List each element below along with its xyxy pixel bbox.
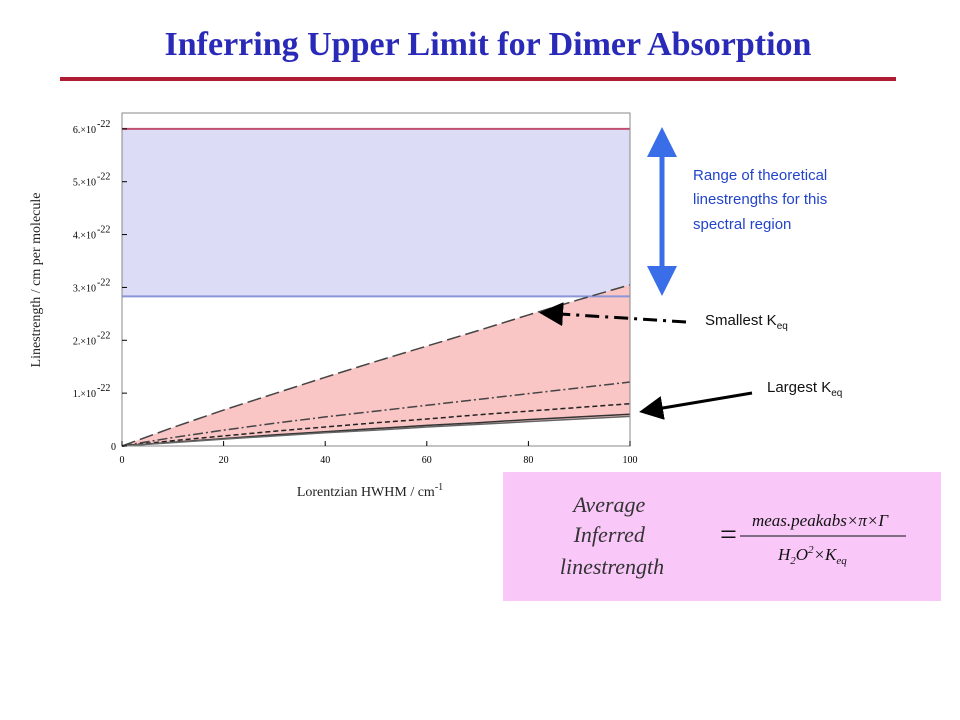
smallest-arrow bbox=[539, 302, 687, 327]
y-tick-label: 4.×10 bbox=[73, 231, 96, 242]
y-tick-label: 0 bbox=[111, 442, 116, 453]
formula-part: 2 bbox=[790, 555, 796, 567]
smallest-label: Smallest Keq bbox=[705, 312, 788, 332]
y-tick-exponent: -22 bbox=[97, 119, 110, 130]
formula-numerator: meas.peakabs×π×Γ bbox=[752, 511, 889, 530]
formula-lhs: Average Inferred linestrength bbox=[560, 492, 664, 579]
y-tick-label: 3.×10 bbox=[73, 283, 96, 294]
x-tick-label: 60 bbox=[422, 455, 432, 466]
x-axis-label: Lorentzian HWHM / cm-1 bbox=[297, 482, 443, 500]
range-note: Range of theoretical linestrengths for t… bbox=[693, 167, 831, 233]
x-tick-label: 0 bbox=[120, 455, 125, 466]
y-tick-exponent: -22 bbox=[97, 383, 110, 394]
plot-frame bbox=[121, 112, 631, 447]
formula-equals: = bbox=[720, 518, 737, 551]
y-tick-exponent: -22 bbox=[97, 172, 110, 183]
plot: 0 20 40 60 80 10001.×10-222.×10-223.×10-224.×… bbox=[29, 112, 638, 500]
formula-part: eq bbox=[836, 555, 847, 567]
formula-part: 2 bbox=[808, 544, 814, 556]
x-axis-label-sup: -1 bbox=[435, 482, 443, 493]
y-tick-exponent: -22 bbox=[97, 225, 110, 236]
x-tick-label: 80 bbox=[523, 455, 533, 466]
theory-band bbox=[122, 128, 630, 297]
y-tick-label: 6.×10 bbox=[73, 125, 96, 136]
series-line bbox=[121, 402, 631, 447]
formula-part: ×K bbox=[814, 545, 838, 564]
y-tick-label: 5.×10 bbox=[73, 178, 96, 189]
x-axis-label-text: Lorentzian HWHM / cm bbox=[297, 485, 435, 500]
series-line bbox=[121, 381, 631, 447]
formula-part: O bbox=[796, 545, 808, 564]
y-tick-label: 1.×10 bbox=[73, 389, 96, 400]
largest-arrow bbox=[639, 391, 753, 420]
series-line bbox=[121, 415, 631, 447]
x-tick-label: 20 bbox=[219, 455, 229, 466]
y-axis-label: Linestrength / cm per molecule bbox=[29, 193, 44, 368]
largest-label: Largest Keq bbox=[767, 379, 842, 399]
slide-title: Inferring Upper Limit for Dimer Absorpti… bbox=[165, 26, 812, 63]
y-tick-exponent: -22 bbox=[97, 277, 110, 288]
formula-part: H bbox=[777, 545, 792, 564]
series-band bbox=[122, 284, 630, 446]
y-tick-exponent: -22 bbox=[97, 330, 110, 341]
formula-denominator: H2O2×Keq bbox=[777, 544, 847, 567]
y-tick-label: 2.×10 bbox=[73, 336, 96, 347]
x-tick-label: 40 bbox=[320, 455, 330, 466]
x-tick-label: 100 bbox=[623, 455, 638, 466]
